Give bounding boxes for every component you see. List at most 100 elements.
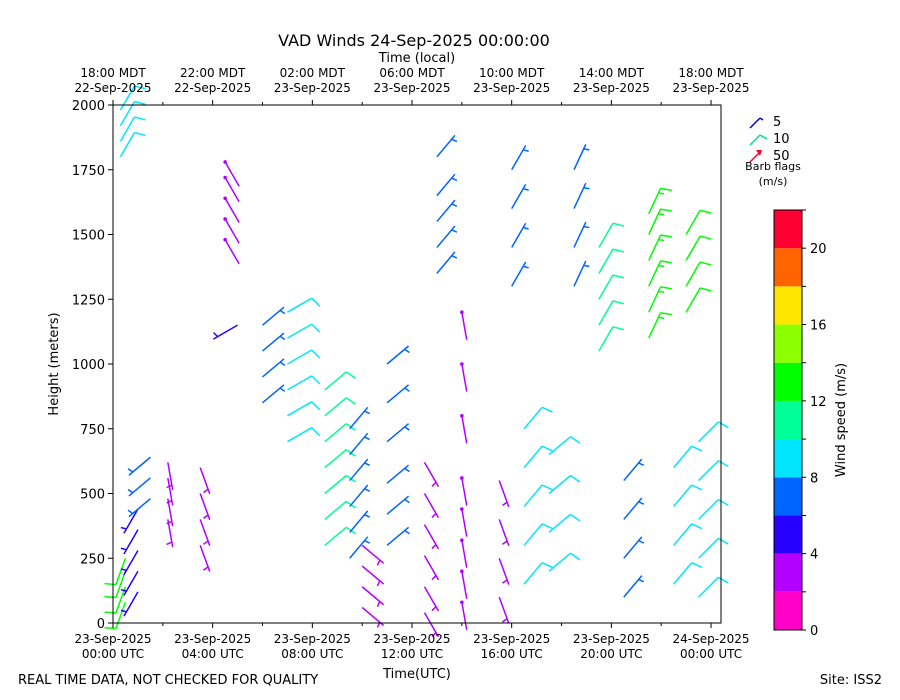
barb-shaft xyxy=(423,462,440,488)
wind-barb xyxy=(598,222,625,248)
wind-barb xyxy=(223,217,240,244)
wind-barb xyxy=(287,349,321,365)
barb-shaft xyxy=(349,458,369,482)
top-tick-label-date: 23-Sep-2025 xyxy=(373,81,450,95)
colorbar-bin xyxy=(774,210,802,249)
barb-shaft xyxy=(548,474,571,495)
barb-shaft xyxy=(573,221,587,248)
barb-full xyxy=(345,371,357,380)
wind-barb xyxy=(120,570,139,596)
barb-legend-shaft xyxy=(749,151,761,163)
barb-shaft xyxy=(199,519,211,546)
barb-calm-dot xyxy=(223,237,227,242)
barb-shaft xyxy=(648,286,662,313)
barb-legend-full xyxy=(759,134,768,140)
wind-barb xyxy=(460,569,468,599)
wind-barb xyxy=(623,458,645,482)
wind-barb xyxy=(361,544,385,566)
barb-shaft xyxy=(287,297,313,313)
wind-barb xyxy=(460,538,468,568)
barb-half xyxy=(404,529,410,535)
wind-barb xyxy=(166,462,174,491)
barb-shaft xyxy=(498,519,510,546)
barb-half xyxy=(638,462,645,466)
barb-shaft xyxy=(573,260,587,287)
barb-shaft xyxy=(386,464,410,484)
wind-barb xyxy=(349,406,370,430)
wind-barb xyxy=(287,401,321,417)
barb-half xyxy=(127,468,134,473)
barb-legend-label: 10 xyxy=(773,132,790,147)
barb-calm-dot xyxy=(460,414,464,418)
barb-shaft xyxy=(128,456,151,476)
wind-barb xyxy=(673,523,703,546)
barb-full xyxy=(660,208,672,212)
y-tick-label: 2000 xyxy=(72,99,105,114)
barb-half xyxy=(127,509,134,515)
barb-shaft xyxy=(461,363,468,392)
barb-half xyxy=(431,632,437,638)
barb-full xyxy=(570,474,581,483)
x-tick-label-date: 24-Sep-2025 xyxy=(672,632,749,646)
barb-shaft xyxy=(349,510,369,533)
barb-shaft xyxy=(224,218,240,244)
barb-half xyxy=(431,606,437,612)
barb-half xyxy=(583,148,590,151)
wind-barb xyxy=(262,306,286,326)
wind-barb xyxy=(361,606,385,628)
site-label: Site: ISS2 xyxy=(819,673,882,688)
wind-barb xyxy=(460,362,468,392)
barb-shaft xyxy=(623,458,643,482)
wind-barb xyxy=(119,85,146,111)
colorbar-bin xyxy=(774,324,802,363)
colorbar-bin xyxy=(774,400,802,440)
wind-barb xyxy=(423,493,440,519)
barb-legend-shaft xyxy=(749,117,761,129)
barb-shaft xyxy=(461,312,468,340)
barb-full xyxy=(612,300,625,305)
barb-full xyxy=(104,611,116,614)
barb-full xyxy=(612,274,625,279)
barb-calm-dot xyxy=(460,569,464,573)
wind-barb xyxy=(698,498,729,520)
barb-shaft xyxy=(573,144,587,171)
barb-half xyxy=(658,238,665,242)
barb-half xyxy=(658,212,665,216)
barb-full xyxy=(541,484,553,491)
wind-barb xyxy=(199,545,211,572)
wind-barb xyxy=(573,144,590,171)
barb-shaft xyxy=(511,261,527,287)
x-tick-label-date: 23-Sep-2025 xyxy=(74,632,151,646)
barb-shaft xyxy=(648,188,662,215)
wind-barb xyxy=(648,260,672,287)
barb-shaft xyxy=(511,222,527,248)
barb-shaft xyxy=(386,384,410,404)
barb-shaft xyxy=(423,586,440,612)
barb-half xyxy=(202,514,209,520)
barb-full xyxy=(699,235,712,240)
barb-calm-dot xyxy=(460,476,464,480)
barb-shaft xyxy=(119,132,136,158)
colorbar-bin xyxy=(774,248,802,287)
barb-half xyxy=(522,226,529,230)
wind-barb xyxy=(324,371,357,391)
barb-shaft xyxy=(673,445,693,469)
barb-half xyxy=(202,566,209,571)
wind-barb xyxy=(698,421,729,443)
barb-shaft xyxy=(423,493,440,519)
top-tick-label-time: 18:00 MDT xyxy=(678,66,744,80)
top-tick-label-date: 23-Sep-2025 xyxy=(573,81,650,95)
barb-full xyxy=(691,445,703,452)
wind-barbs xyxy=(104,85,729,638)
y-tick-label: 750 xyxy=(80,423,105,438)
barb-shaft xyxy=(199,493,211,521)
barb-full xyxy=(570,513,581,522)
barb-half xyxy=(638,578,645,583)
barb-full xyxy=(311,297,321,307)
barb-half xyxy=(451,255,458,259)
barb-calm-dot xyxy=(460,362,464,366)
barb-shaft xyxy=(287,349,313,365)
barb-legend-label: 50 xyxy=(773,149,790,164)
barb-shaft xyxy=(128,498,151,518)
barb-half xyxy=(279,309,286,315)
